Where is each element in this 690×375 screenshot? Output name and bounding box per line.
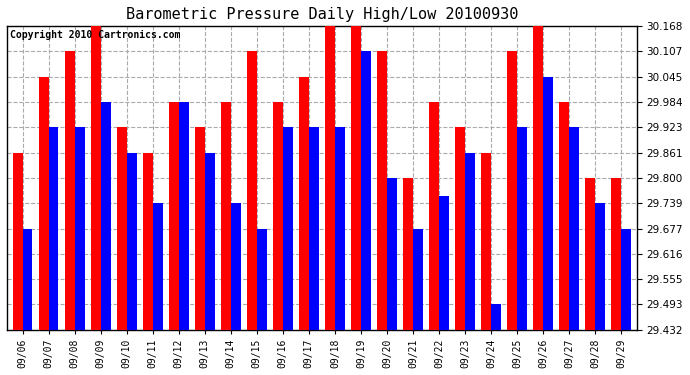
Bar [299, 76, 309, 330]
Bar [560, 102, 569, 330]
Bar [325, 26, 335, 330]
Bar [273, 102, 283, 330]
Bar [413, 228, 423, 330]
Bar [517, 127, 527, 330]
Bar [143, 153, 152, 330]
Bar [101, 102, 110, 330]
Bar [569, 127, 579, 330]
Bar [230, 203, 241, 330]
Bar [585, 178, 595, 330]
Bar [152, 203, 163, 330]
Bar [48, 127, 59, 330]
Bar [169, 102, 179, 330]
Bar [179, 102, 188, 330]
Bar [543, 76, 553, 330]
Bar [221, 102, 230, 330]
Bar [533, 26, 543, 330]
Text: Copyright 2010 Cartronics.com: Copyright 2010 Cartronics.com [10, 30, 181, 40]
Bar [595, 203, 605, 330]
Bar [387, 178, 397, 330]
Bar [12, 153, 23, 330]
Bar [455, 127, 465, 330]
Bar [75, 127, 84, 330]
Bar [65, 51, 75, 330]
Bar [309, 127, 319, 330]
Bar [117, 127, 127, 330]
Bar [403, 178, 413, 330]
Title: Barometric Pressure Daily High/Low 20100930: Barometric Pressure Daily High/Low 20100… [126, 7, 518, 22]
Bar [195, 127, 205, 330]
Bar [205, 153, 215, 330]
Bar [439, 196, 449, 330]
Bar [23, 228, 32, 330]
Bar [335, 127, 345, 330]
Bar [481, 153, 491, 330]
Bar [621, 228, 631, 330]
Bar [507, 51, 517, 330]
Bar [257, 228, 267, 330]
Bar [361, 51, 371, 330]
Bar [283, 127, 293, 330]
Bar [611, 178, 621, 330]
Bar [127, 153, 137, 330]
Bar [491, 304, 501, 330]
Bar [377, 51, 387, 330]
Bar [91, 26, 101, 330]
Bar [39, 76, 48, 330]
Bar [429, 102, 439, 330]
Bar [247, 51, 257, 330]
Bar [351, 0, 361, 330]
Bar [465, 153, 475, 330]
